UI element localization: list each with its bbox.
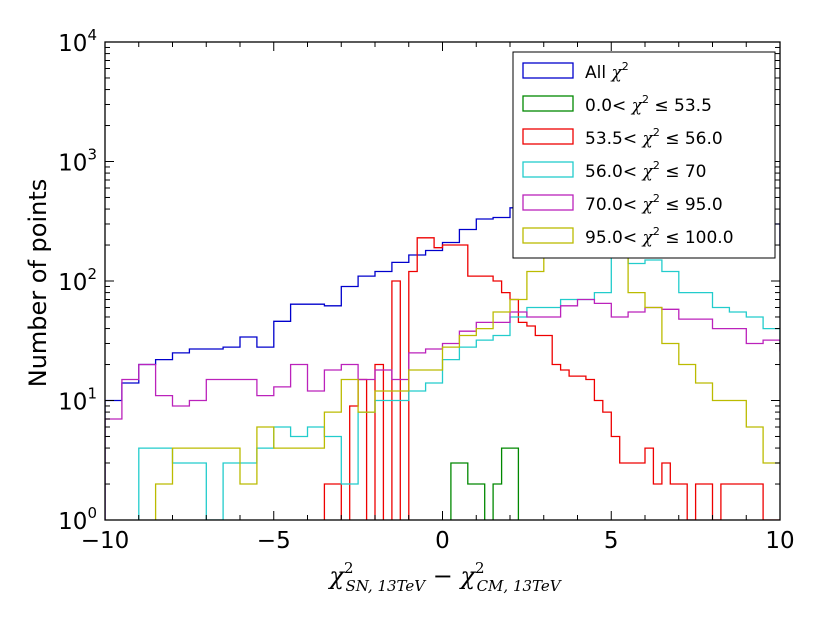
x-tick-label: 5 (604, 528, 619, 554)
x-axis-label: χ2 SN, 13TeV − χ2 CM, 13TeV (327, 559, 562, 595)
y-tick-label: 103 (58, 146, 97, 177)
y-tick-label: 104 (58, 26, 97, 57)
y-tick-label: 100 (58, 504, 97, 535)
legend-swatch (522, 194, 574, 211)
series-1-histogram-line (450, 447, 520, 520)
legend-entry-label: All χ2 (585, 60, 629, 83)
legend-swatch (522, 227, 574, 244)
legend-entry-label: 70.0< χ2 ≤ 95.0 (585, 192, 723, 215)
y-tick-label: 101 (58, 385, 97, 416)
series-4-histogram-line (105, 298, 780, 520)
legend: All χ2 0.0< χ2 ≤ 53.5 53.5< χ2 ≤ 56.0 56.0<… (512, 51, 776, 259)
x-tick-label: 0 (435, 528, 450, 554)
legend-swatch (522, 128, 574, 145)
series-3-histogram-line (138, 255, 780, 520)
legend-swatch (522, 161, 574, 178)
legend-swatch (522, 95, 574, 112)
legend-box (512, 51, 776, 259)
y-tick-label: 102 (58, 265, 97, 296)
axes: −10 −5 0 5 10 100 101 102 103 104 χ2 SN, 13TeV − χ2… (58, 26, 794, 595)
x-tick-label: 10 (765, 528, 794, 554)
legend-entry-label: 95.0< χ2 ≤ 100.0 (585, 225, 734, 248)
legend-swatch (522, 62, 574, 79)
y-axis-label: Number of points (24, 179, 52, 388)
x-tick-label: −10 (81, 528, 130, 554)
legend-entry-label: 53.5< χ2 ≤ 56.0 (585, 126, 723, 149)
legend-entry-label: 0.0< χ2 ≤ 53.5 (585, 93, 712, 116)
x-tick-label: −5 (257, 528, 291, 554)
legend-entry-label: 56.0< χ2 ≤ 70 (585, 159, 707, 182)
